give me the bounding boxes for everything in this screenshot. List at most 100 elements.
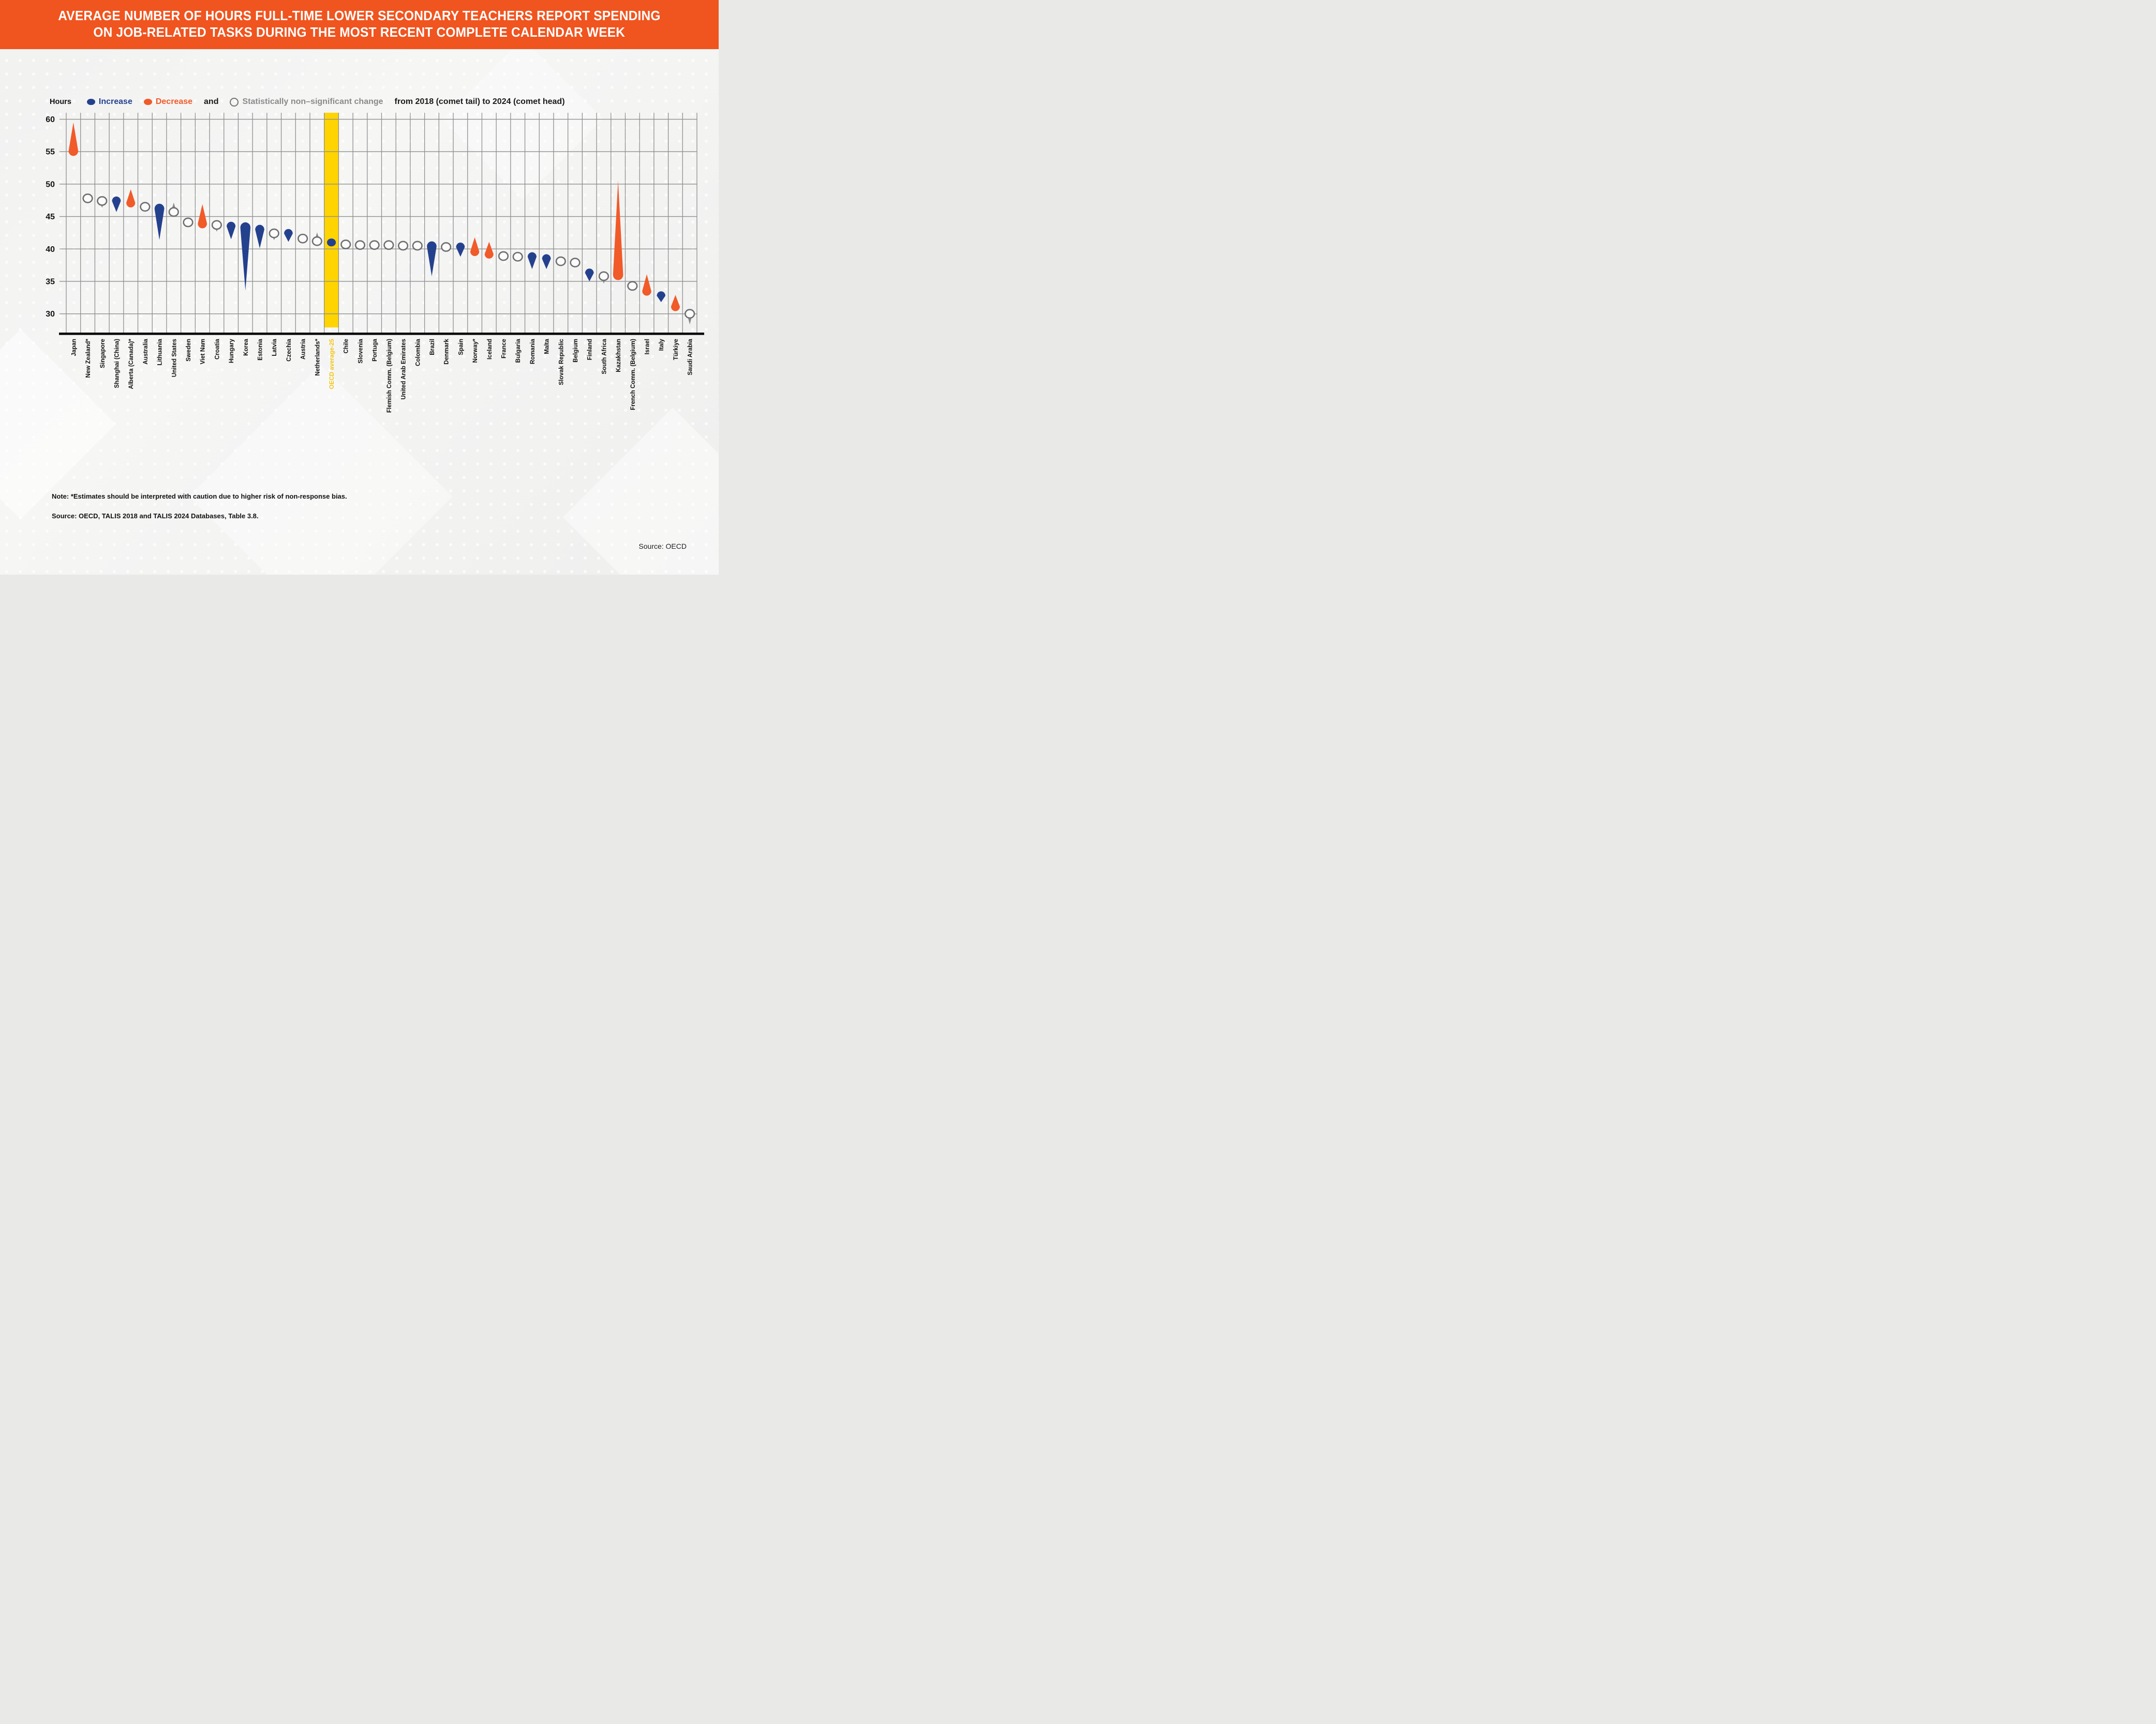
nonsignificant-marker (598, 271, 609, 281)
x-axis-label: Bulgaria (515, 338, 522, 363)
x-axis-label: Estonia (257, 338, 264, 360)
x-axis-label: Korea (243, 338, 249, 355)
x-axis-label: France (500, 338, 507, 358)
x-axis-label: United States (171, 339, 177, 377)
increase-comet (527, 252, 537, 269)
x-axis-label: Belgium (572, 339, 579, 363)
nonsignificant-marker (685, 309, 695, 319)
title-banner: AVERAGE NUMBER OF HOURS FULL-TIME LOWER … (0, 0, 719, 49)
x-axis-label: Italy (658, 338, 665, 351)
nonsignificant-marker (140, 202, 151, 212)
x-axis-label: Slovenia (357, 338, 364, 363)
y-tick-label: 50 (46, 180, 55, 189)
increase-comet (227, 221, 236, 239)
nonsignificant-marker (82, 193, 93, 203)
y-tick-label: 30 (46, 310, 55, 319)
x-axis-line (59, 333, 704, 335)
nonsignificant-marker (311, 236, 322, 246)
increase-comet (542, 254, 551, 269)
y-tick-label: 60 (46, 115, 55, 124)
decrease-dot-icon (143, 98, 152, 106)
x-axis-label: Saudi Arabia (687, 338, 694, 375)
x-axis-label: Croatia (214, 338, 220, 359)
nonsignificant-marker (627, 281, 638, 291)
footnote-source: Source: OECD, TALIS 2018 and TALIS 2024 … (52, 512, 259, 520)
y-axis-title: Hours (50, 98, 71, 106)
y-tick-label: 35 (46, 277, 55, 286)
source-credit: Source: OECD (638, 542, 687, 550)
x-axis-label: Denmark (443, 338, 450, 364)
x-axis-label: Japan (70, 339, 77, 356)
decrease-comet (613, 181, 623, 280)
increase-comet (255, 224, 264, 249)
x-axis-label: French Comm. (Belgium) (630, 339, 636, 410)
increase-comet (657, 291, 666, 303)
legend-item-decrease: Decrease (143, 97, 193, 107)
nonsignificant-marker (340, 239, 351, 249)
increase-dot-icon (86, 98, 95, 106)
x-axis-label: Portuga (371, 338, 378, 361)
infographic-page: AVERAGE NUMBER OF HOURS FULL-TIME LOWER … (0, 0, 719, 575)
nonsignificant-marker (369, 240, 380, 250)
legend: Hours Increase Decrease and Statisticall… (50, 95, 565, 109)
increase-comet (284, 229, 293, 242)
increase-comet (456, 243, 465, 257)
x-axis-label: Viet Nam (200, 339, 206, 364)
page-title-line1: AVERAGE NUMBER OF HOURS FULL-TIME LOWER … (58, 9, 661, 24)
footnotes: Note: *Estimates should be interpreted w… (52, 492, 347, 520)
nonsignificant-marker (397, 241, 409, 251)
x-axis-label: Finland (587, 339, 593, 360)
legend-decrease-label: Decrease (155, 97, 193, 106)
decrease-comet (642, 274, 651, 296)
nonsignificant-marker (383, 240, 394, 250)
x-axis-label: Austria (300, 338, 307, 359)
decrease-comet (198, 204, 207, 229)
nonsignificant-marker (412, 241, 423, 251)
legend-increase-label: Increase (98, 97, 132, 106)
increase-comet (240, 222, 251, 291)
nonsignificant-marker (555, 256, 566, 266)
x-axis-label: Colombia (414, 338, 421, 366)
legend-item-increase: Increase (86, 97, 132, 107)
x-axis-label: New Zealand* (85, 339, 92, 378)
x-axis-label: Iceland (486, 339, 493, 359)
x-axis-label: United Arab Emirates (400, 339, 407, 399)
nonsignificant-marker (168, 207, 179, 217)
nonsignificant-marker (97, 196, 108, 206)
increase-marker (326, 238, 336, 247)
nonsignificant-marker (211, 220, 222, 230)
nonsignificant-marker (298, 233, 308, 244)
increase-comet (154, 203, 165, 240)
decrease-comet (470, 237, 480, 257)
x-axis-label: Kazakhstan (615, 339, 622, 372)
x-axis-label: Singapore (99, 338, 106, 368)
x-axis-label: Czechia (286, 338, 292, 361)
decrease-comet (126, 189, 136, 207)
nonsignificant-marker (183, 217, 194, 228)
x-axis-label: Flemish Comm. (Belgium) (386, 339, 393, 413)
nonsignificant-circle-icon (230, 97, 239, 107)
x-axis-label: Hungary (228, 338, 235, 363)
x-axis-label: Spain (457, 339, 464, 355)
page-title-line2: ON JOB-RELATED TASKS DURING THE MOST REC… (93, 25, 626, 40)
x-axis-label: Netherlands* (314, 339, 321, 376)
y-tick-label: 55 (46, 148, 55, 157)
decrease-comet (68, 122, 79, 156)
nonsignificant-marker (570, 258, 581, 268)
nonsignificant-marker (269, 228, 279, 238)
nonsignificant-marker (498, 251, 509, 261)
x-axis-label: Romania (529, 338, 536, 364)
x-axis-label: OECD average-25 (329, 338, 335, 389)
x-axis-label: South Africa (601, 338, 607, 374)
nonsignificant-marker (354, 240, 366, 250)
legend-nonsignificant-label: Statistically non–significant change (242, 97, 383, 106)
increase-comet (585, 268, 594, 281)
x-axis-label: Shanghai (China) (113, 339, 120, 388)
legend-item-nonsignificant: Statistically non–significant change (230, 97, 383, 107)
nonsignificant-marker (441, 242, 452, 252)
legend-and-text: and (204, 97, 219, 106)
decrease-comet (671, 295, 680, 311)
y-tick-label: 40 (46, 245, 55, 254)
x-axis-label: Sweden (185, 339, 192, 362)
x-axis-label: Latvia (271, 338, 278, 356)
